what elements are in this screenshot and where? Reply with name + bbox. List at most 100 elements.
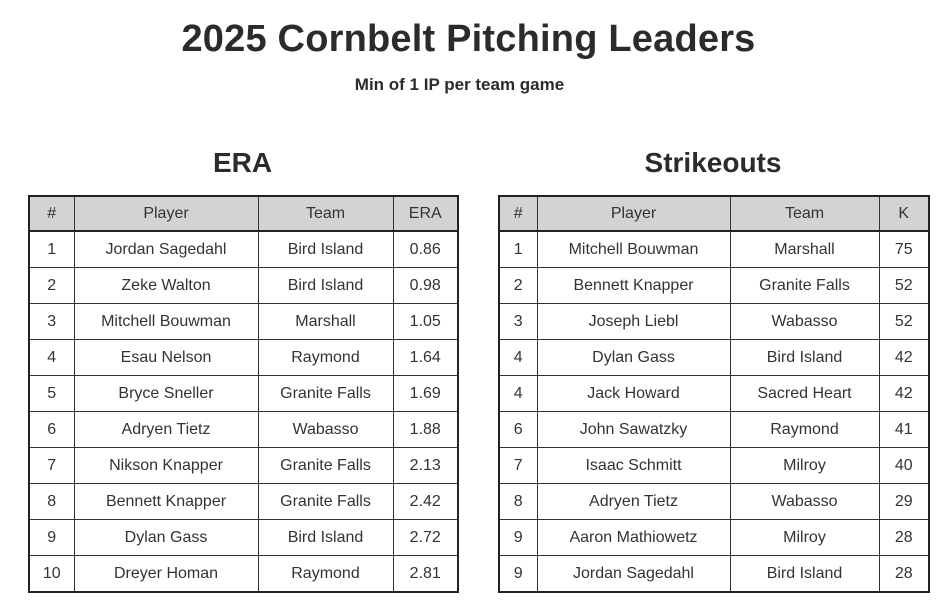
- era-table-body: 1 Jordan Sagedahl Bird Island 0.86 2 Zeke Wal…: [28, 230, 459, 593]
- rank-cell: 2: [498, 267, 538, 304]
- player-cell: Dylan Gass: [536, 339, 731, 376]
- team-cell: Raymond: [257, 555, 394, 593]
- team-cell: Milroy: [729, 519, 880, 556]
- team-cell: Granite Falls: [729, 267, 880, 304]
- table-row: 2 Bennett Knapper Granite Falls 52: [498, 267, 930, 304]
- player-cell: Dylan Gass: [73, 519, 259, 556]
- era-table: # Player Team ERA 1 Jordan Sagedahl Bird I…: [28, 195, 459, 593]
- era-cell: 1.05: [392, 303, 459, 340]
- team-cell: Granite Falls: [257, 483, 394, 520]
- player-cell: Bennett Knapper: [73, 483, 259, 520]
- player-cell: Isaac Schmitt: [536, 447, 731, 484]
- table-row: 9 Dylan Gass Bird Island 2.72: [28, 519, 459, 556]
- team-cell: Wabasso: [257, 411, 394, 448]
- player-cell: John Sawatzky: [536, 411, 731, 448]
- strikeouts-table: # Player Team K 1 Mitchell Bouwman Marshal…: [498, 195, 930, 593]
- player-cell: Bennett Knapper: [536, 267, 731, 304]
- team-cell: Sacred Heart: [729, 375, 880, 412]
- era-cell: 2.81: [392, 555, 459, 593]
- rank-cell: 3: [498, 303, 538, 340]
- team-cell: Bird Island: [257, 267, 394, 304]
- player-cell: Nikson Knapper: [73, 447, 259, 484]
- team-cell: Wabasso: [729, 483, 880, 520]
- team-cell: Granite Falls: [257, 447, 394, 484]
- player-cell: Jordan Sagedahl: [73, 230, 259, 268]
- table-row: 4 Dylan Gass Bird Island 42: [498, 339, 930, 376]
- player-cell: Adryen Tietz: [73, 411, 259, 448]
- rank-cell: 2: [28, 267, 75, 304]
- player-cell: Jordan Sagedahl: [536, 555, 731, 593]
- strikeouts-section-title: Strikeouts: [644, 147, 782, 178]
- rank-cell: 9: [498, 519, 538, 556]
- table-row: 1 Jordan Sagedahl Bird Island 0.86: [28, 230, 459, 268]
- team-cell: Marshall: [257, 303, 394, 340]
- team-cell: Bird Island: [729, 339, 880, 376]
- page-title: 2025 Cornbelt Pitching Leaders: [181, 18, 756, 60]
- strikeouts-cell: 42: [878, 339, 930, 376]
- era-col-team: Team: [257, 195, 394, 232]
- era-col-player: Player: [73, 195, 259, 232]
- table-row: 4 Esau Nelson Raymond 1.64: [28, 339, 459, 376]
- player-cell: Zeke Walton: [73, 267, 259, 304]
- era-col-rank: #: [28, 195, 75, 232]
- team-cell: Raymond: [257, 339, 394, 376]
- team-cell: Bird Island: [729, 555, 880, 593]
- strikeouts-cell: 29: [878, 483, 930, 520]
- rank-cell: 3: [28, 303, 75, 340]
- team-cell: Raymond: [729, 411, 880, 448]
- player-cell: Mitchell Bouwman: [73, 303, 259, 340]
- table-row: 4 Jack Howard Sacred Heart 42: [498, 375, 930, 412]
- player-cell: Jack Howard: [536, 375, 731, 412]
- table-row: 8 Adryen Tietz Wabasso 29: [498, 483, 930, 520]
- rank-cell: 4: [28, 339, 75, 376]
- era-cell: 0.98: [392, 267, 459, 304]
- player-cell: Aaron Mathiowetz: [536, 519, 731, 556]
- strikeouts-cell: 28: [878, 519, 930, 556]
- team-cell: Bird Island: [257, 519, 394, 556]
- rank-cell: 8: [28, 483, 75, 520]
- rank-cell: 4: [498, 375, 538, 412]
- strikeouts-table-header-row: # Player Team K: [498, 195, 930, 232]
- era-col-era: ERA: [392, 195, 459, 232]
- rank-cell: 1: [28, 230, 75, 268]
- strikeouts-cell: 40: [878, 447, 930, 484]
- era-cell: 2.72: [392, 519, 459, 556]
- strikeouts-col-k: K: [878, 195, 930, 232]
- table-row: 7 Nikson Knapper Granite Falls 2.13: [28, 447, 459, 484]
- team-cell: Granite Falls: [257, 375, 394, 412]
- era-cell: 0.86: [392, 230, 459, 268]
- strikeouts-cell: 42: [878, 375, 930, 412]
- strikeouts-cell: 52: [878, 267, 930, 304]
- rank-cell: 6: [498, 411, 538, 448]
- era-section: ERA # Player Team ERA 1 Jordan Sagedahl Bi…: [28, 145, 459, 593]
- table-row: 9 Jordan Sagedahl Bird Island 28: [498, 555, 930, 593]
- table-row: 10 Dreyer Homan Raymond 2.81: [28, 555, 459, 593]
- era-cell: 1.88: [392, 411, 459, 448]
- player-cell: Esau Nelson: [73, 339, 259, 376]
- rank-cell: 9: [498, 555, 538, 593]
- era-section-title: ERA: [212, 147, 273, 178]
- player-cell: Bryce Sneller: [73, 375, 259, 412]
- table-row: 8 Bennett Knapper Granite Falls 2.42: [28, 483, 459, 520]
- era-cell: 2.42: [392, 483, 459, 520]
- table-row: 9 Aaron Mathiowetz Milroy 28: [498, 519, 930, 556]
- strikeouts-col-player: Player: [536, 195, 731, 232]
- team-cell: Marshall: [729, 230, 880, 268]
- player-cell: Dreyer Homan: [73, 555, 259, 593]
- team-cell: Wabasso: [729, 303, 880, 340]
- rank-cell: 10: [28, 555, 75, 593]
- player-cell: Joseph Liebl: [536, 303, 731, 340]
- page-subtitle: Min of 1 IP per team game: [354, 75, 565, 94]
- strikeouts-cell: 52: [878, 303, 930, 340]
- strikeouts-cell: 75: [878, 230, 930, 268]
- rank-cell: 1: [498, 230, 538, 268]
- rank-cell: 6: [28, 411, 75, 448]
- table-row: 3 Mitchell Bouwman Marshall 1.05: [28, 303, 459, 340]
- strikeouts-section: Strikeouts # Player Team K 1 Mitchell Bou…: [498, 145, 930, 593]
- table-row: 1 Mitchell Bouwman Marshall 75: [498, 230, 930, 268]
- table-row: 5 Bryce Sneller Granite Falls 1.69: [28, 375, 459, 412]
- strikeouts-col-team: Team: [729, 195, 880, 232]
- player-cell: Adryen Tietz: [536, 483, 731, 520]
- strikeouts-cell: 28: [878, 555, 930, 593]
- era-cell: 1.64: [392, 339, 459, 376]
